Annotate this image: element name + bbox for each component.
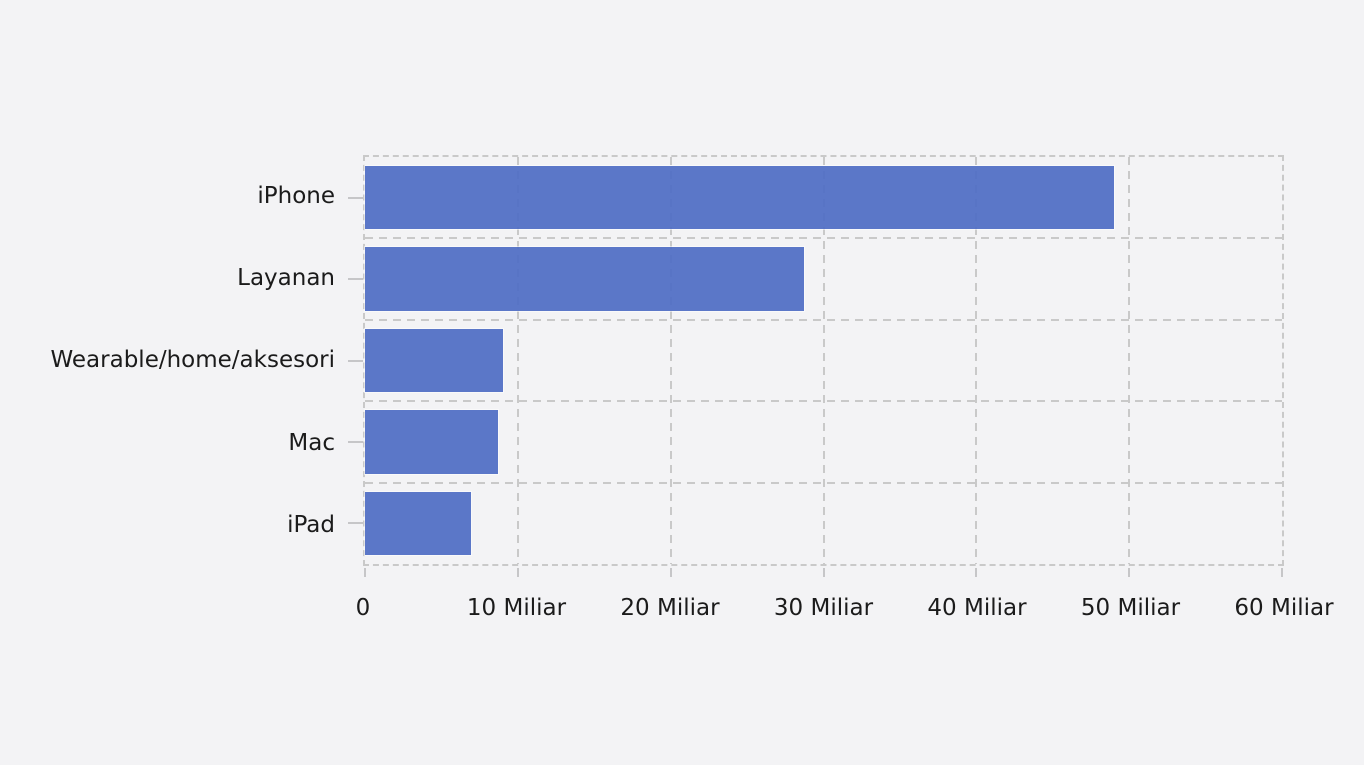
bar-layanan (365, 247, 805, 311)
y-axis-tick (348, 196, 363, 199)
gridline-vertical (669, 157, 672, 564)
category-label: iPad (287, 511, 335, 538)
y-axis-labels: iPhone Layanan Wearable/home/aksesori Mac iP… (0, 155, 335, 566)
bar-wearable-home-aksesori (365, 328, 503, 393)
category-label: iPhone (257, 183, 335, 210)
gridline-vertical (1128, 157, 1131, 564)
category-label: Wearable/home/aksesori (50, 347, 335, 374)
x-axis-tick (975, 568, 978, 577)
x-axis-label: 30 Miliar (773, 595, 874, 621)
x-axis-tick (516, 568, 519, 577)
bar-iphone (365, 165, 1115, 230)
x-axis-tick (822, 568, 825, 577)
category-label: Mac (288, 429, 335, 456)
x-axis-label: 10 Miliar (466, 595, 567, 621)
gridline-vertical (516, 157, 519, 564)
x-axis-tick (669, 568, 672, 577)
bar-mac (365, 410, 499, 474)
x-axis-tick (1281, 568, 1283, 577)
x-axis-tick (1128, 568, 1131, 577)
x-axis-label: 60 Miliar (1234, 595, 1334, 621)
gridline-vertical (822, 157, 825, 564)
x-axis-label: 20 Miliar (620, 595, 720, 621)
x-axis-labels: 0 10 Miliar 20 Miliar 30 Miliar 40 Miliar 50 … (356, 568, 1334, 628)
gridline-vertical (975, 157, 978, 564)
y-axis-tick (348, 522, 363, 525)
category-label: Layanan (237, 265, 335, 292)
x-axis-label: 40 Miliar (927, 595, 1027, 621)
y-axis-tick (348, 359, 363, 362)
x-axis-label: 50 Miliar (1080, 595, 1181, 621)
y-axis-tick (348, 440, 363, 443)
plot-area (348, 155, 1284, 577)
y-axis-tick (348, 278, 363, 281)
x-axis-tick (364, 568, 366, 577)
bar-ipad (365, 491, 472, 556)
x-axis-label: 0 (355, 595, 371, 621)
